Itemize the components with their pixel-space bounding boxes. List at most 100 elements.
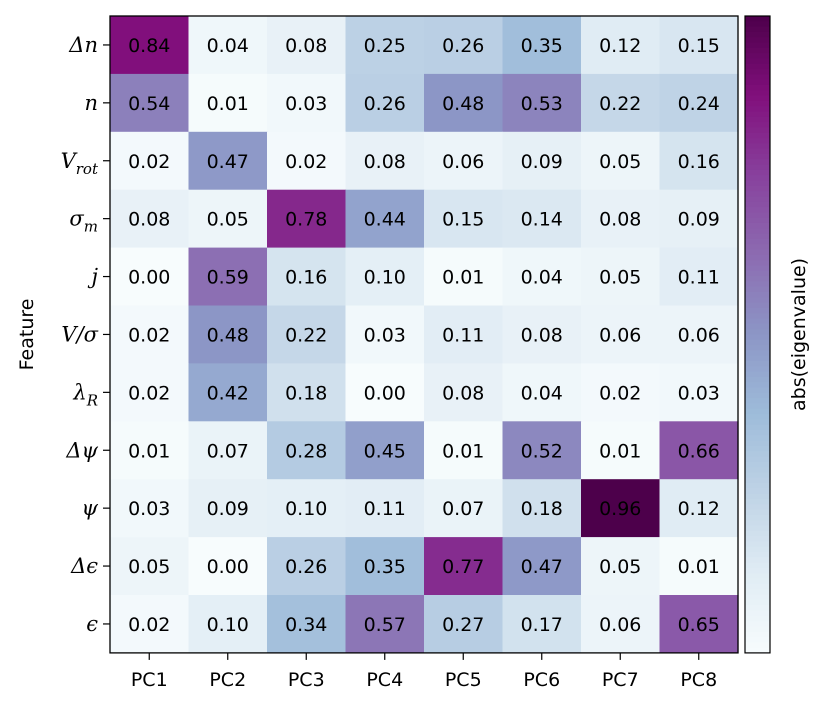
- colorbar-strip: [745, 116, 770, 123]
- cell-value-label: 0.48: [207, 324, 249, 346]
- colorbar-strip: [745, 175, 770, 182]
- heatmap-cells: [110, 16, 739, 654]
- colorbar-strip: [745, 222, 770, 230]
- colorbar-strip: [745, 477, 770, 484]
- cell-value-label: 0.01: [442, 267, 484, 289]
- heatmap-cell: [424, 479, 504, 538]
- heatmap-cell: [110, 16, 190, 75]
- colorbar-strip: [745, 350, 770, 357]
- colorbar-strip: [745, 382, 770, 389]
- colorbar-strip: [745, 541, 770, 548]
- cell-value-label: 0.02: [285, 151, 327, 173]
- colorbar-strip: [745, 530, 770, 537]
- cell-value-label: 0.04: [207, 35, 249, 57]
- heatmap-cell: [659, 131, 739, 191]
- heatmap-cell: [502, 131, 582, 191]
- colorbar-strip: [745, 233, 770, 240]
- cell-value-label: 0.10: [207, 614, 249, 636]
- colorbar-strip: [745, 376, 770, 384]
- colorbar-strip: [745, 127, 770, 134]
- cell-value-label: 0.44: [364, 209, 406, 231]
- colorbar-strip: [745, 520, 770, 527]
- cell-value-label: 0.06: [599, 614, 641, 636]
- heatmap-cell: [659, 479, 739, 538]
- heatmap-cell: [424, 189, 504, 249]
- colorbar-strip: [745, 610, 770, 617]
- colorbar-strip: [745, 207, 770, 214]
- heatmap-cell: [424, 73, 504, 133]
- colorbar-strip: [745, 74, 770, 81]
- colorbar-strip: [745, 562, 770, 569]
- heatmap-cell: [267, 595, 347, 654]
- colorbar-strip: [745, 557, 770, 564]
- heatmap-cell: [659, 363, 739, 422]
- heatmap-cell: [345, 73, 425, 133]
- heatmap-cell: [502, 305, 582, 364]
- colorbar-strip: [745, 398, 770, 405]
- colorbar-strip: [745, 642, 770, 649]
- colorbar-strip: [745, 323, 770, 330]
- colorbar-strip: [745, 647, 770, 654]
- colorbar-strip: [745, 31, 770, 39]
- y-axis-label: Feature: [16, 299, 38, 371]
- colorbar-strip: [745, 621, 770, 628]
- cell-value-label: 0.48: [442, 93, 484, 115]
- heatmap-cell: [659, 537, 739, 596]
- heatmap-cell: [188, 189, 268, 249]
- heatmap-cell: [502, 479, 582, 538]
- cell-value-label: 0.06: [442, 151, 484, 173]
- colorbar-strip: [745, 536, 770, 543]
- colorbar-strip: [745, 392, 770, 399]
- heatmap-cell: [267, 537, 347, 596]
- heatmap-cell: [424, 537, 504, 596]
- heatmap-cell: [345, 421, 425, 480]
- colorbar-strip: [745, 249, 770, 256]
- cell-value-label: 0.01: [599, 440, 641, 462]
- colorbar-strip: [745, 302, 770, 309]
- colorbar-strip: [745, 589, 770, 596]
- colorbar-strip: [745, 345, 770, 352]
- colorbar-strip: [745, 307, 770, 315]
- colorbar-strip: [745, 509, 770, 516]
- y-tick-label: ϵ: [86, 612, 98, 636]
- colorbar-strip: [745, 631, 770, 638]
- colorbar-strip: [745, 16, 770, 23]
- colorbar-strip: [745, 467, 770, 474]
- colorbar-strip: [745, 132, 770, 139]
- heatmap-cell: [659, 16, 739, 75]
- heatmap-cell: [188, 363, 268, 422]
- heatmap-cell: [110, 73, 190, 133]
- heatmap-cell: [188, 537, 268, 596]
- cell-value-label: 0.84: [128, 35, 170, 57]
- heatmap-cell: [267, 247, 347, 307]
- cell-value-label: 0.65: [678, 614, 720, 636]
- colorbar-strip: [745, 636, 770, 644]
- heatmap-cell: [581, 247, 661, 307]
- colorbar-strip: [745, 106, 770, 113]
- heatmap-cell: [110, 479, 190, 538]
- colorbar-strip: [745, 254, 770, 261]
- colorbar-strip: [745, 493, 770, 500]
- cell-value-label: 0.05: [599, 267, 641, 289]
- heatmap-cell: [267, 363, 347, 422]
- heatmap-cell: [188, 16, 268, 75]
- heatmap-cell: [424, 16, 504, 75]
- heatmap-cell: [502, 595, 582, 654]
- heatmap-cell: [345, 189, 425, 249]
- colorbar-strip: [745, 21, 770, 28]
- heatmap-cell: [502, 16, 582, 75]
- cell-value-label: 0.00: [128, 267, 170, 289]
- heatmap-cell: [267, 305, 347, 364]
- cell-value-label: 0.14: [521, 209, 563, 231]
- heatmap-cell: [188, 479, 268, 538]
- colorbar-strip: [745, 334, 770, 341]
- heatmap-cell: [581, 537, 661, 596]
- heatmap-cell: [345, 305, 425, 364]
- cell-value-label: 0.08: [599, 209, 641, 231]
- colorbar-strip: [745, 339, 770, 346]
- cell-value-label: 0.05: [128, 556, 170, 578]
- colorbar-strip: [745, 84, 770, 92]
- cell-value-label: 0.77: [442, 556, 484, 578]
- colorbar-strip: [745, 228, 770, 235]
- cell-value-label: 0.26: [442, 35, 484, 57]
